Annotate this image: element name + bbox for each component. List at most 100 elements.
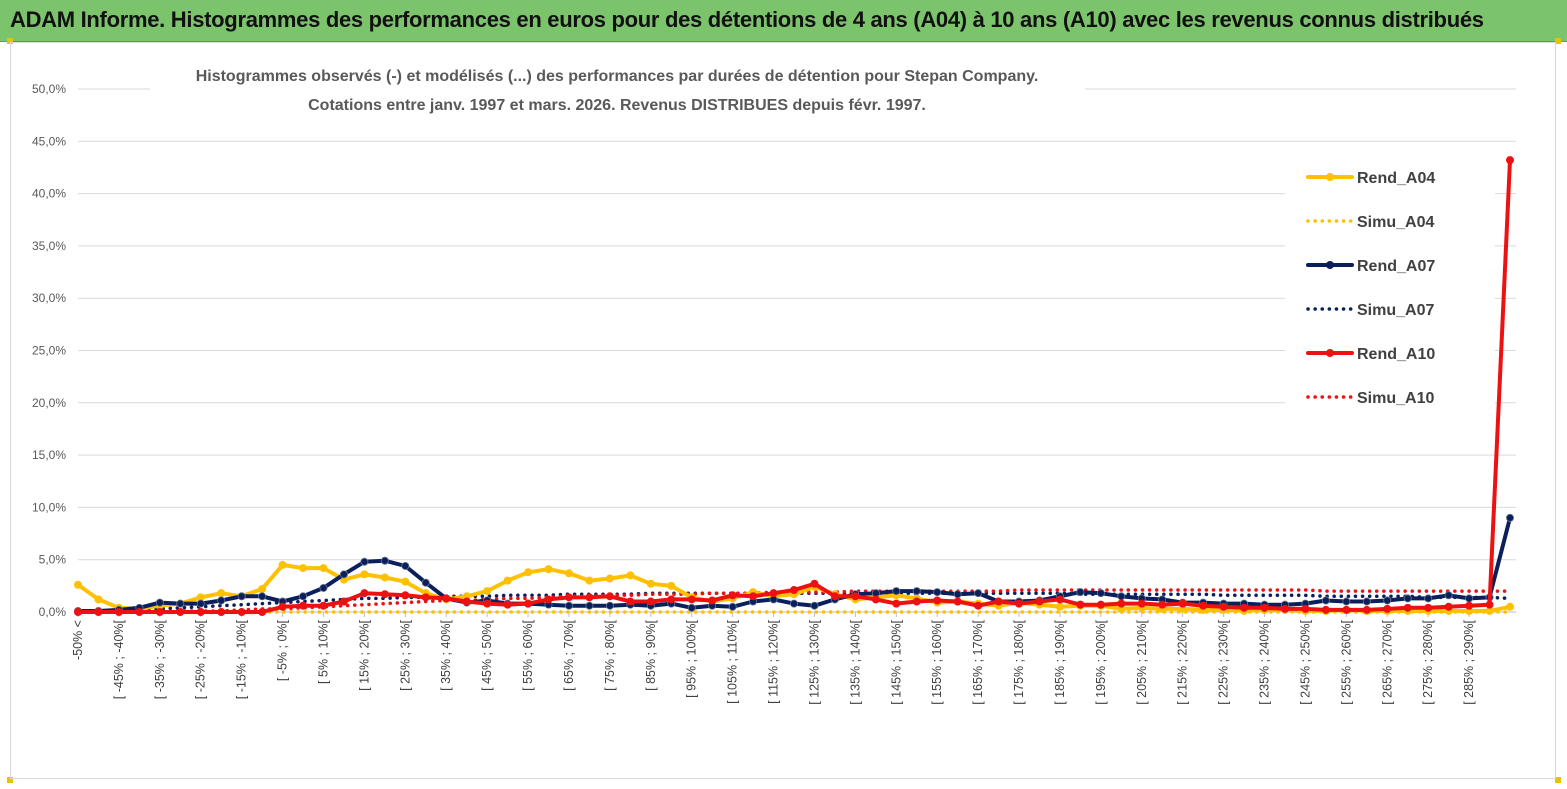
data-point [1506, 513, 1515, 522]
data-point [851, 592, 860, 601]
data-point [585, 601, 594, 610]
chart-selection-handle[interactable] [1555, 777, 1561, 783]
data-point [1321, 596, 1330, 605]
data-point [687, 603, 696, 612]
data-point [74, 580, 83, 589]
data-point [217, 589, 226, 598]
chart-area[interactable] [10, 42, 1556, 779]
legend-box [1285, 150, 1495, 415]
data-point [1383, 596, 1392, 605]
data-point [1301, 604, 1310, 613]
data-point [892, 587, 901, 596]
data-point [953, 590, 962, 599]
data-point [401, 591, 410, 600]
data-point [74, 608, 83, 617]
data-point [646, 579, 655, 588]
data-point [585, 593, 594, 602]
data-point [1383, 604, 1392, 613]
x-tick-label: [ 75% ; 80%[ [603, 619, 617, 690]
data-point [196, 608, 205, 617]
data-point [339, 597, 348, 606]
y-tick-label: 5,0% [39, 553, 67, 567]
data-point [319, 583, 328, 592]
x-tick-label: [ 105% ; 110%[ [726, 619, 740, 703]
x-tick-label: [ 95% ; 100%[ [685, 619, 699, 697]
data-point [401, 577, 410, 586]
data-point [1444, 591, 1453, 600]
data-point [196, 599, 205, 608]
data-point [319, 601, 328, 610]
data-point [217, 596, 226, 605]
data-point [1403, 594, 1412, 603]
legend-label: Simu_A04 [1357, 214, 1434, 231]
x-tick-label: [ 275% ; 280%[ [1421, 619, 1435, 704]
x-tick-label: [ 85% ; 90%[ [644, 619, 658, 690]
data-point [421, 578, 430, 587]
data-point [1444, 602, 1453, 611]
data-point [483, 587, 492, 596]
x-tick-label: [ -15% ; -10%[ [235, 619, 249, 699]
chart-selection-handle[interactable] [1555, 38, 1561, 44]
data-point [544, 565, 553, 574]
data-point [1506, 602, 1515, 611]
data-point [380, 556, 389, 565]
chart-selection-handle[interactable] [7, 38, 13, 44]
data-point [1158, 600, 1167, 609]
data-point [728, 602, 737, 611]
x-tick-label: [ 145% ; 150%[ [889, 619, 903, 704]
chart-subtitle-line-1: Histogrammes observés (-) et modélisés (… [196, 68, 1039, 85]
x-tick-label: [ 115% ; 120%[ [767, 619, 781, 703]
data-point [1015, 599, 1024, 608]
data-point [912, 597, 921, 606]
data-point [299, 601, 308, 610]
data-point [810, 601, 819, 610]
data-point [1240, 603, 1249, 612]
x-tick-label: -50% < [71, 620, 85, 660]
x-tick-label: [ 45% ; 50%[ [480, 619, 494, 690]
data-point [564, 569, 573, 578]
data-point [1055, 595, 1064, 604]
legend-label: Rend_A07 [1357, 258, 1435, 275]
y-tick-label: 10,0% [32, 500, 66, 514]
legend-marker [1326, 349, 1334, 357]
x-tick-label: [ 155% ; 160%[ [930, 619, 944, 704]
data-point [1403, 603, 1412, 612]
data-point [892, 599, 901, 608]
x-tick-label: [ 15% ; 20%[ [357, 619, 371, 690]
x-axis: -50% < [ -45% ; -40%[[ -35% ; -30%[[ -25%… [71, 611, 1516, 705]
chart-selection-handle[interactable] [7, 777, 13, 783]
data-point [135, 608, 144, 617]
x-tick-label: [ 65% ; 70%[ [562, 619, 576, 690]
data-point [1321, 605, 1330, 614]
x-tick-label: [ 195% ; 200%[ [1094, 619, 1108, 704]
data-point [442, 594, 451, 603]
data-point [564, 593, 573, 602]
x-tick-label: [ 5% ; 10%[ [316, 619, 330, 683]
x-tick-label: [ 285% ; 290%[ [1462, 619, 1476, 704]
data-point [1342, 597, 1351, 606]
y-tick-label: 25,0% [32, 344, 66, 358]
data-point [953, 597, 962, 606]
data-point [1076, 600, 1085, 609]
legend-label: Simu_A10 [1357, 390, 1434, 407]
data-point [933, 588, 942, 597]
data-point [258, 584, 267, 593]
data-point [299, 564, 308, 573]
data-point [687, 595, 696, 604]
x-tick-label: [ 235% ; 240%[ [1258, 619, 1272, 704]
x-tick-label: [ 135% ; 140%[ [848, 619, 862, 704]
data-point [1342, 605, 1351, 614]
x-tick-label: [ 255% ; 260%[ [1339, 619, 1353, 704]
data-point [1117, 592, 1126, 601]
y-tick-label: 30,0% [32, 291, 66, 305]
chart-legend: Rend_A04 Simu_A04 Rend_A07 Simu_A07 Rend_A10… [1285, 150, 1495, 415]
x-tick-label: [ 185% ; 190%[ [1053, 619, 1067, 704]
data-point [605, 574, 614, 583]
y-tick-label: 35,0% [32, 239, 66, 253]
legend-marker [1326, 261, 1334, 269]
data-point [1117, 599, 1126, 608]
x-tick-label: [ 175% ; 180%[ [1012, 619, 1026, 704]
data-point [1035, 597, 1044, 606]
x-tick-label: [ -5% ; 0%[ [276, 619, 290, 681]
